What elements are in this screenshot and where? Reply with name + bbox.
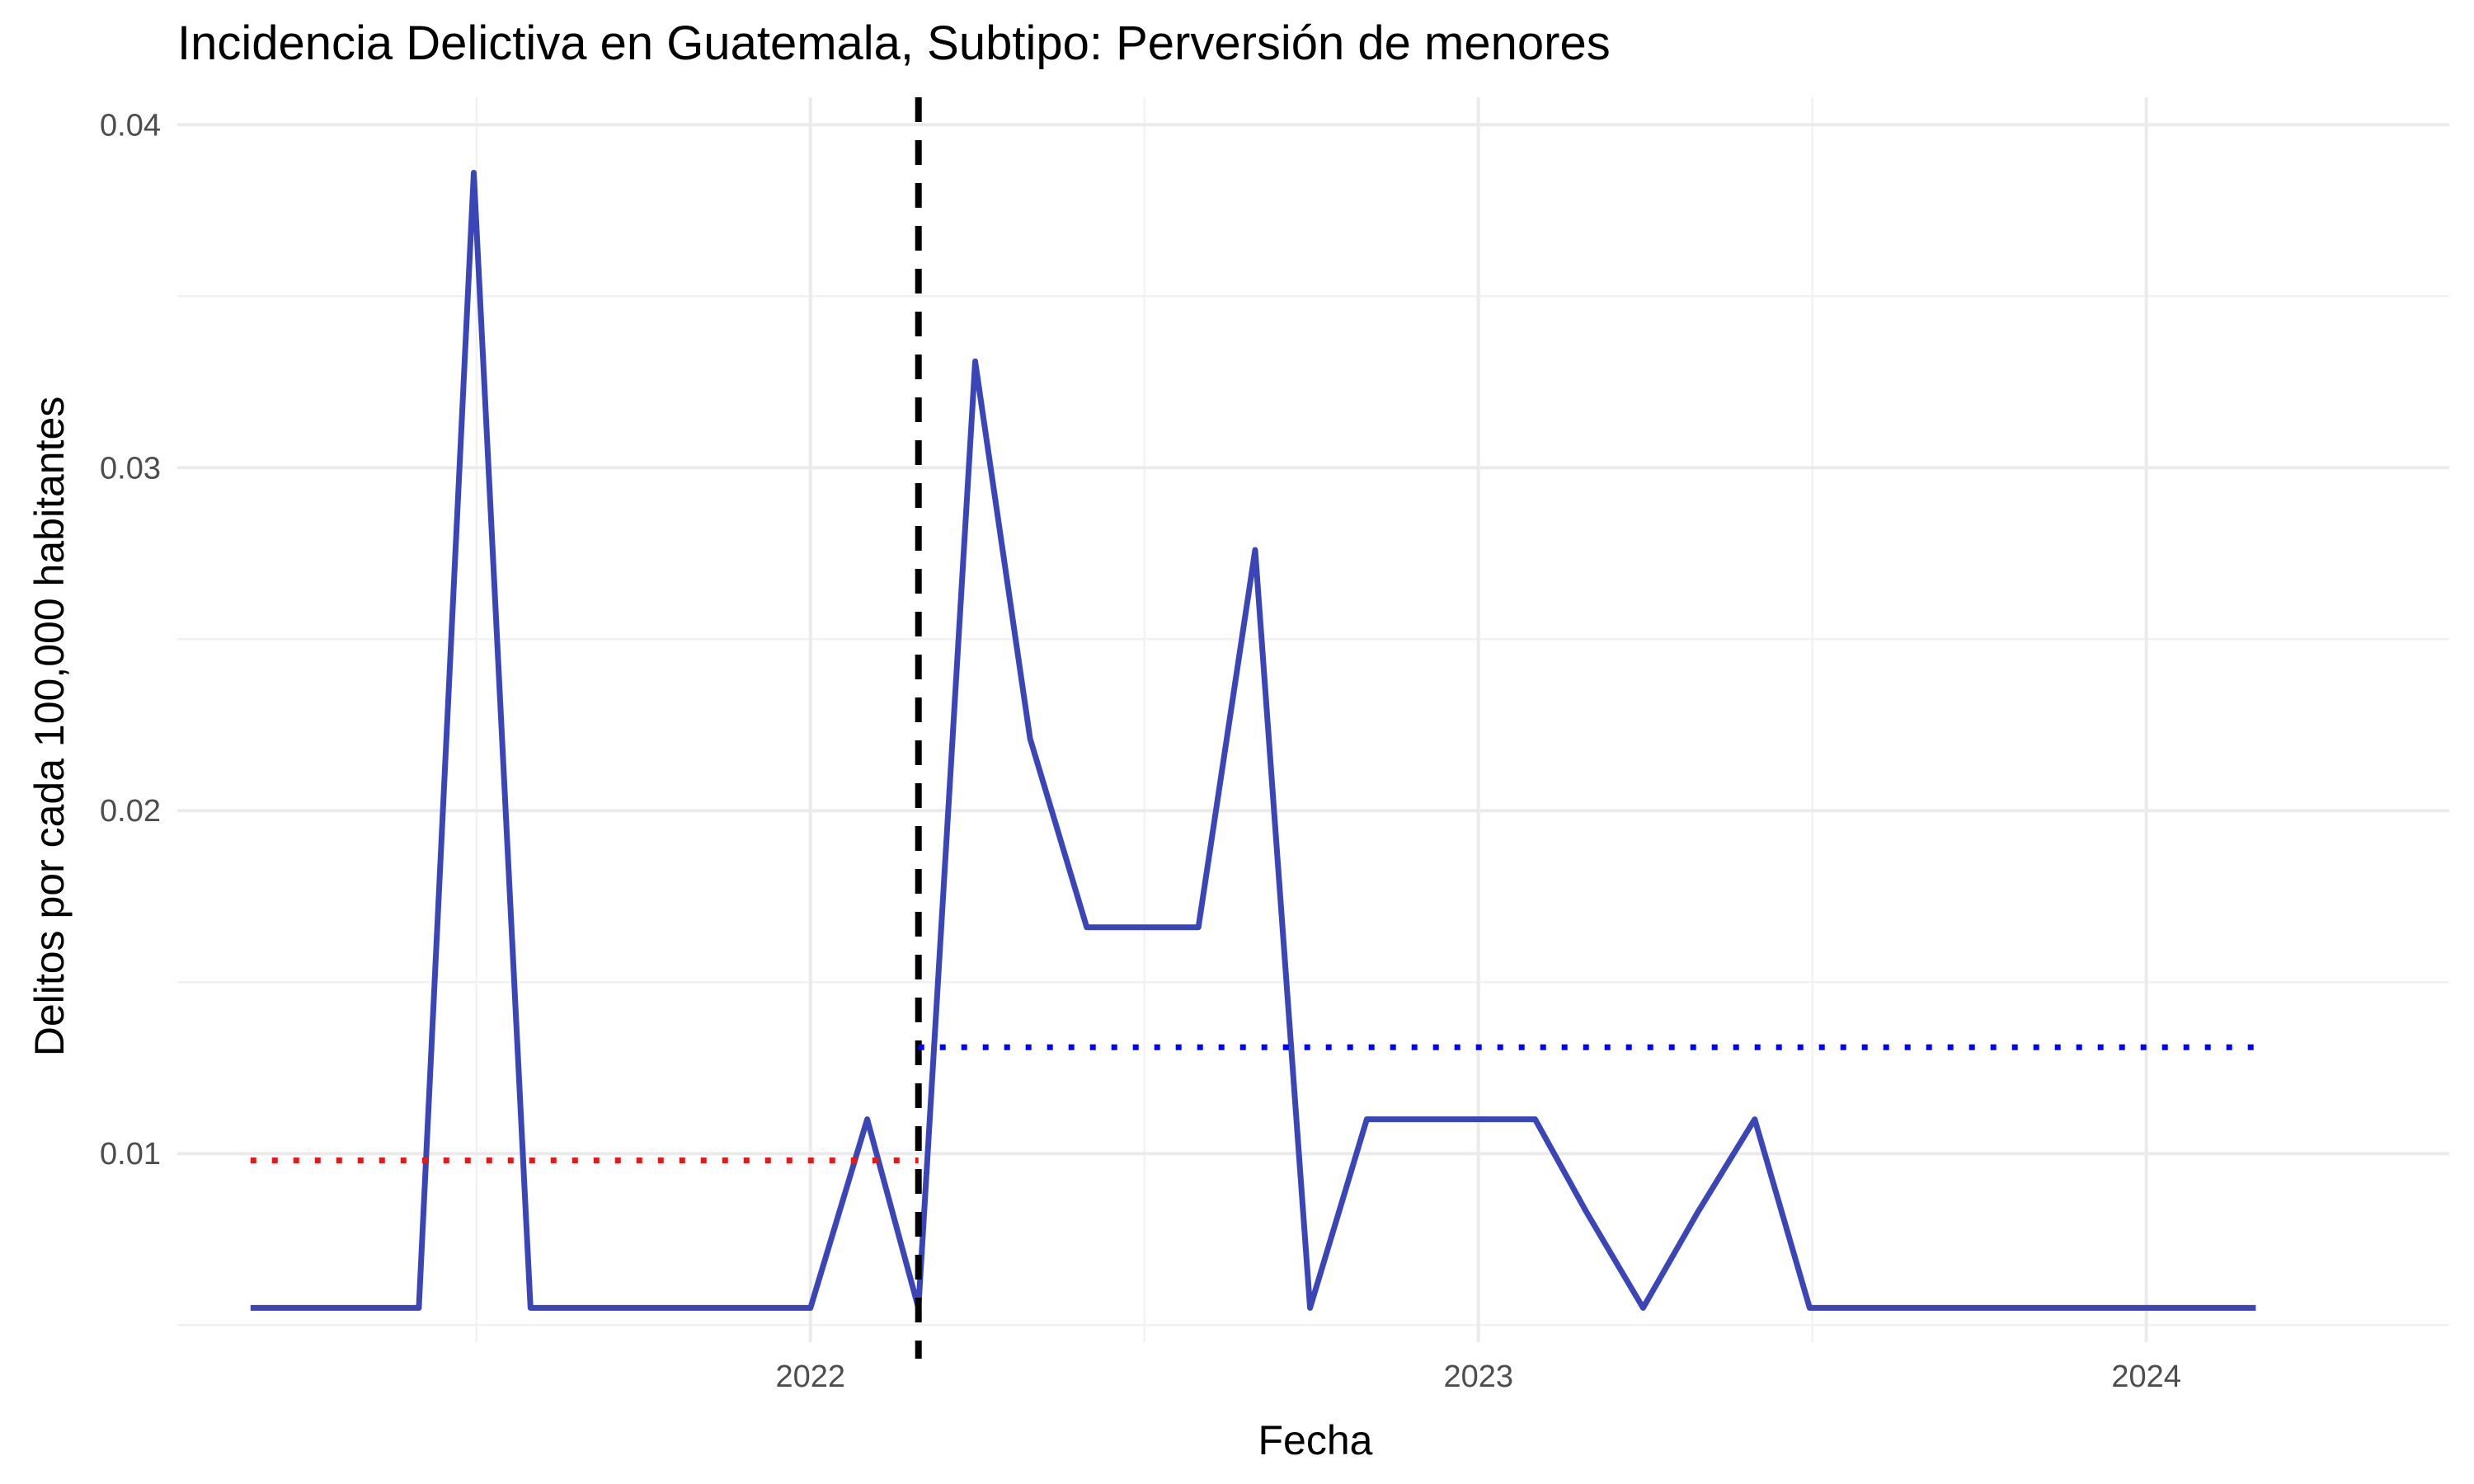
chart-title: Incidencia Delictiva en Guatemala, Subti… xyxy=(177,16,1611,70)
x-axis-label: Fecha xyxy=(1258,1417,1373,1463)
y-axis-ticks: 0.01 0.02 0.03 0.04 xyxy=(100,108,161,1172)
x-axis-ticks: 2022 2023 2024 xyxy=(776,1360,2181,1394)
y-tick-label: 0.01 xyxy=(100,1137,161,1172)
y-tick-label: 0.04 xyxy=(100,108,161,143)
reference-lines xyxy=(250,97,2256,1359)
y-axis-label: Delitos por cada 100,000 habitantes xyxy=(26,397,73,1057)
series-layer xyxy=(250,170,2256,1311)
grid xyxy=(177,97,2449,1342)
x-tick-label: 2022 xyxy=(776,1360,846,1394)
x-tick-label: 2024 xyxy=(2111,1360,2181,1394)
y-tick-label: 0.03 xyxy=(100,451,161,486)
x-tick-label: 2023 xyxy=(1443,1360,1513,1394)
series-line xyxy=(250,170,2256,1311)
y-tick-label: 0.02 xyxy=(100,794,161,829)
